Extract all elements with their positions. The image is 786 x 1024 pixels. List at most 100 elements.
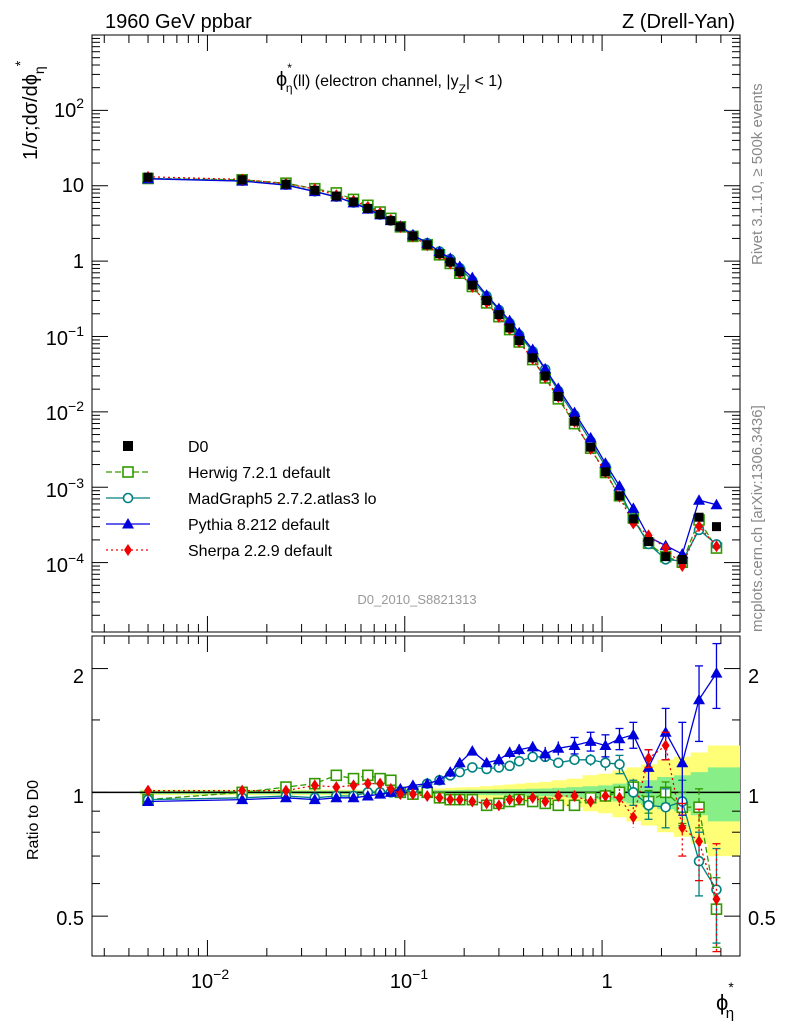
- series-point-pythia: [693, 494, 706, 505]
- ratio-point-sherpa: [661, 739, 670, 752]
- ratio-point-madgraph5: [643, 800, 654, 811]
- data-point-d0: [422, 240, 432, 250]
- ratio-point-pythia: [453, 756, 466, 768]
- ylabel-sub: η: [31, 66, 47, 74]
- ratio-ytick-label-0.5-right: 0.5: [748, 908, 776, 930]
- data-point-d0: [586, 442, 596, 452]
- ratio-point-sherpa: [629, 811, 638, 824]
- ratio-point-sherpa: [376, 777, 385, 790]
- ratio-point-sherpa: [482, 797, 491, 810]
- data-point-d0: [408, 231, 418, 241]
- ratio-point-sherpa: [570, 789, 579, 802]
- series-point-pythia: [710, 498, 723, 510]
- xlabel-star: *: [728, 979, 734, 995]
- ytick-label-1e-3: 10−3: [46, 475, 84, 502]
- series-point-pythia: [599, 457, 612, 468]
- ratio-point-herwig: [330, 769, 343, 782]
- series-point-pythia: [552, 382, 565, 393]
- data-point-d0: [482, 296, 492, 306]
- ratio-point-pythia: [539, 747, 552, 759]
- ratio-point-sherpa: [363, 777, 372, 790]
- data-point-d0: [237, 175, 247, 185]
- ratio-point-sherpa: [528, 791, 537, 804]
- series-point-pythia: [526, 343, 539, 355]
- ratio-point-pythia: [374, 788, 387, 799]
- ratio-point-sherpa: [446, 793, 455, 806]
- data-point-d0: [494, 310, 504, 320]
- ratio-point-pythia: [693, 693, 706, 705]
- top-y-tick-labels: 102 10 1 10−1 10−2 10−3 10−4: [46, 95, 84, 577]
- ytick-label-1e1: 10: [62, 175, 84, 197]
- ratio-point-sherpa: [586, 795, 595, 808]
- ratio-point-sherpa: [494, 799, 503, 812]
- top-y-ticks: [92, 37, 740, 616]
- data-point-d0: [386, 216, 396, 226]
- svg-text:1/σ;dσ/dϕη*: 1/σ;dσ/dϕη*: [12, 60, 47, 160]
- ratio-point-pythia: [613, 732, 626, 744]
- rivet-version-label: Rivet 3.1.10, ≥ 500k events: [749, 83, 766, 265]
- data-point-d0: [505, 323, 515, 333]
- ratio-point-sherpa: [505, 793, 514, 806]
- ratio-point-sherpa: [408, 788, 417, 801]
- legend-marker-d0: [123, 441, 133, 451]
- ratio-point-pythia: [710, 667, 723, 678]
- legend-label-d0: D0: [188, 439, 209, 456]
- data-point-d0: [644, 537, 654, 547]
- ratio-point-madgraph5: [504, 760, 515, 772]
- ratio-point-pythia: [142, 795, 155, 807]
- x-ticks: [103, 35, 741, 956]
- data-point-d0: [455, 267, 465, 277]
- ratio-point-madgraph5: [467, 762, 478, 773]
- ratio-point-pythia: [361, 789, 374, 801]
- ratio-point-madgraph5: [614, 759, 625, 770]
- legend-marker-madgraph5: [122, 492, 134, 504]
- ratio-point-sherpa: [678, 821, 687, 834]
- data-point-d0: [281, 179, 291, 189]
- ratio-point-pythia: [347, 791, 360, 803]
- ytick-label-1e2: 102: [54, 95, 84, 122]
- ratio-point-pythia: [526, 740, 539, 752]
- title-text1: (ll) (electron channel, |y: [293, 73, 459, 90]
- data-point-d0: [711, 522, 721, 532]
- ratio-point-madgraph5: [513, 755, 525, 767]
- title-eta: η: [286, 81, 293, 95]
- ratio-point-pythia: [503, 746, 516, 758]
- ratio-point-sherpa: [515, 793, 524, 806]
- series-point-pythia: [627, 502, 640, 513]
- ratio-point-pythia: [406, 779, 419, 790]
- title-star: *: [287, 61, 292, 75]
- data-point-d0: [395, 222, 405, 232]
- data-point-d0: [614, 491, 624, 501]
- data-point-d0: [694, 512, 704, 522]
- legend-label-pythia: Pythia 8.212 default: [188, 517, 330, 534]
- ratio-point-sherpa: [144, 784, 153, 797]
- ratio-line-sherpa: [148, 744, 718, 900]
- ratio-point-pythia: [599, 739, 612, 750]
- ratio-point-pythia: [308, 793, 321, 805]
- ratio-ytick-label-2-right: 2: [748, 666, 759, 688]
- ylabel-main: 1/σ;dσ/dϕ: [20, 74, 42, 160]
- ratio-point-sherpa: [238, 784, 247, 797]
- ratio-point-pythia: [466, 745, 479, 756]
- ratio-point-sherpa: [455, 793, 464, 806]
- data-point-d0: [677, 554, 687, 564]
- data-point-d0: [143, 172, 153, 182]
- data-point-d0: [363, 203, 373, 213]
- ratio-point-madgraph5: [628, 787, 639, 798]
- series-point-pythia: [568, 406, 581, 418]
- header-energy: 1960 GeV ppbar: [105, 11, 252, 33]
- ratio-point-pythia: [513, 743, 526, 755]
- series-point-pythia: [466, 271, 479, 283]
- ratio-point-pythia: [421, 777, 434, 789]
- xtick-label-1e-2: 10−2: [191, 966, 229, 993]
- legend-marker-pythia: [122, 518, 134, 529]
- data-point-d0: [540, 371, 550, 381]
- series-point-sherpa: [695, 520, 704, 533]
- ratio-point-sherpa: [281, 784, 290, 797]
- ratio-point-pythia: [330, 791, 343, 803]
- xlabel-sub: η: [726, 1005, 734, 1022]
- ratio-point-madgraph5: [660, 801, 671, 813]
- ratio-point-pythia: [492, 753, 505, 765]
- ylabel-star: *: [12, 60, 28, 66]
- data-point-d0: [514, 336, 524, 346]
